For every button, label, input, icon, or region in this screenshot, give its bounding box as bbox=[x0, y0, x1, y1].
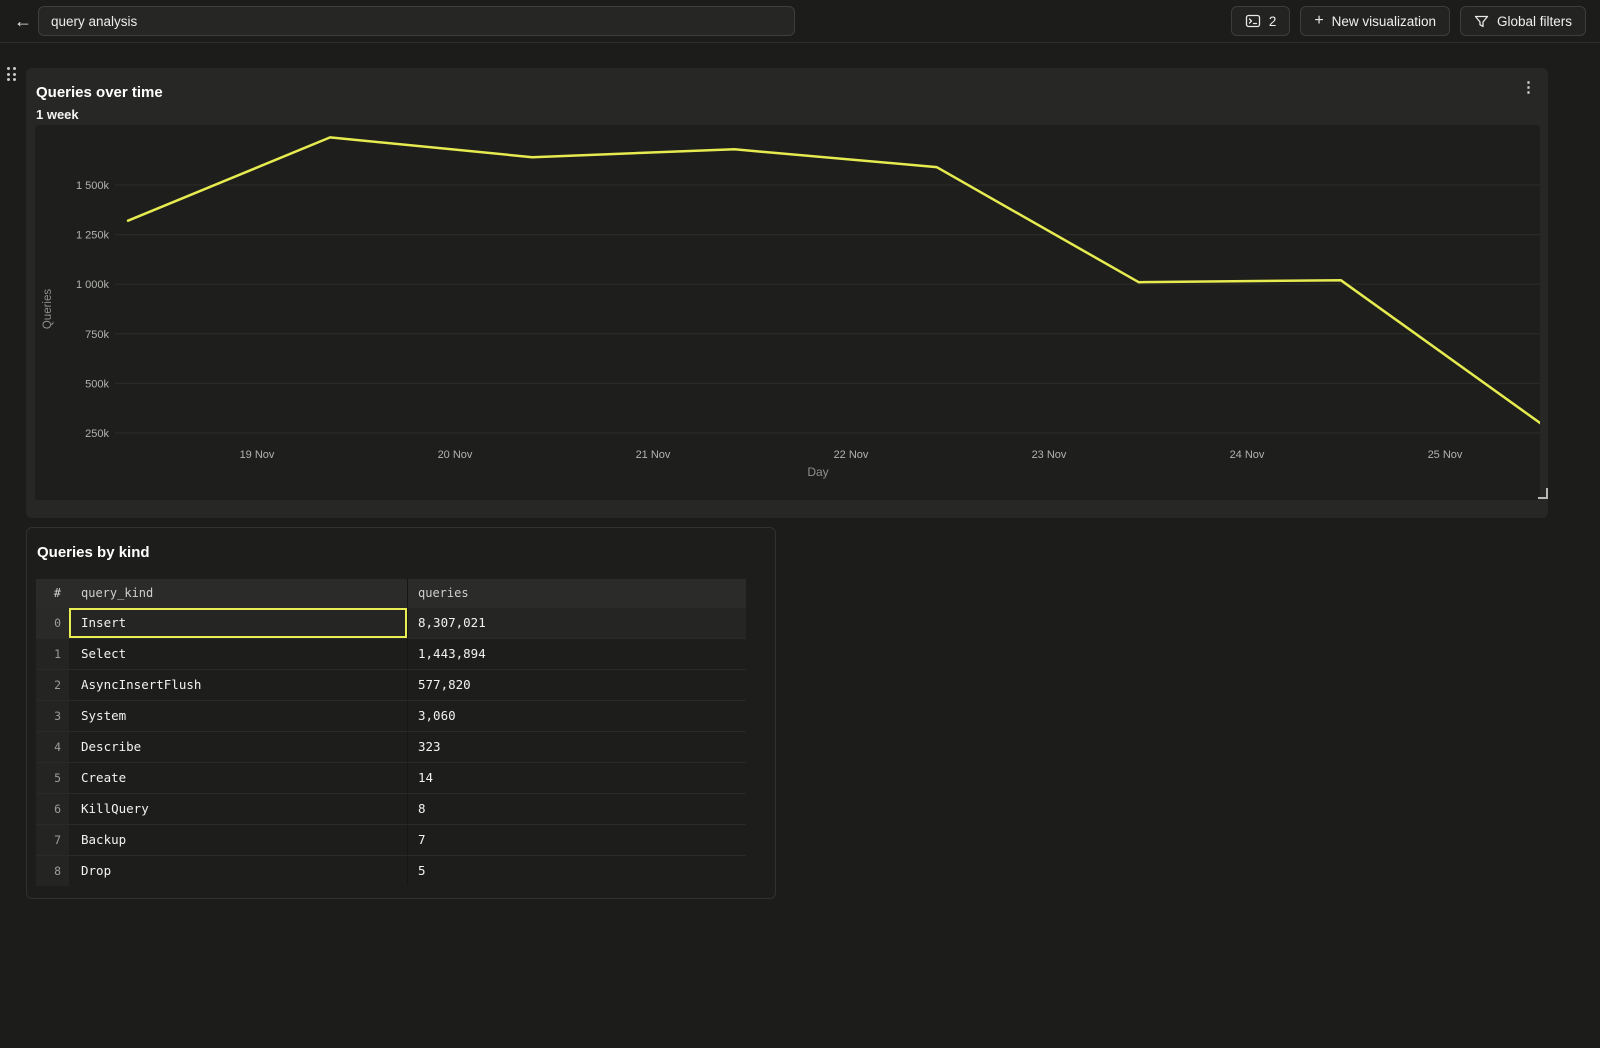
topbar: ← 2 + New visualization Global filters bbox=[0, 0, 1600, 43]
queries-cell[interactable]: 323 bbox=[407, 731, 746, 762]
queries-over-time-chart[interactable]: 250k 500k 750k 1 000k 1 250k 1 500k 19 Nov 20 N… bbox=[35, 125, 1540, 500]
svg-text:22 Nov: 22 Nov bbox=[834, 449, 869, 461]
console-count: 2 bbox=[1268, 13, 1277, 29]
svg-text:250k: 250k bbox=[85, 428, 109, 440]
row-index-cell: 4 bbox=[36, 731, 69, 762]
svg-text:1 250k: 1 250k bbox=[76, 230, 110, 242]
panel-menu-kebab-icon[interactable]: ⋮ bbox=[1521, 79, 1536, 96]
new-visualization-button[interactable]: + New visualization bbox=[1300, 6, 1450, 36]
topbar-actions: 2 + New visualization Global filters bbox=[1230, 6, 1586, 36]
back-arrow-icon[interactable]: ← bbox=[14, 11, 32, 31]
row-index-cell: 7 bbox=[36, 824, 69, 855]
query-kind-cell[interactable]: Create bbox=[69, 762, 407, 793]
console-icon bbox=[1245, 14, 1260, 28]
column-header-query-kind: query_kind bbox=[69, 579, 407, 607]
row-index-cell: 8 bbox=[36, 855, 69, 886]
query-kind-cell[interactable]: AsyncInsertFlush bbox=[69, 669, 407, 700]
row-index-cell: 0 bbox=[36, 607, 69, 638]
svg-text:25 Nov: 25 Nov bbox=[1428, 449, 1463, 461]
query-kind-cell[interactable]: Describe bbox=[69, 731, 407, 762]
query-kind-cell[interactable]: Drop bbox=[69, 855, 407, 886]
query-kind-cell[interactable]: KillQuery bbox=[69, 793, 407, 824]
svg-text:Queries: Queries bbox=[42, 289, 54, 330]
query-kind-cell[interactable]: System bbox=[69, 700, 407, 731]
queries-by-kind-table: # query_kind queries 0 Insert 8,307,021 1 Se… bbox=[36, 579, 746, 886]
svg-text:1 500k: 1 500k bbox=[76, 180, 110, 192]
table-title: Queries by kind bbox=[37, 544, 150, 561]
row-index-cell: 6 bbox=[36, 793, 69, 824]
svg-text:500k: 500k bbox=[85, 378, 109, 390]
queries-cell[interactable]: 3,060 bbox=[407, 700, 746, 731]
chart-title: Queries over time bbox=[36, 84, 163, 101]
dashboard-title-input[interactable] bbox=[38, 6, 795, 36]
column-header-index: # bbox=[36, 579, 69, 607]
query-kind-cell[interactable]: Select bbox=[69, 638, 407, 669]
svg-text:1 000k: 1 000k bbox=[76, 279, 110, 291]
chart-subtitle: 1 week bbox=[36, 107, 79, 122]
column-header-queries: queries bbox=[407, 579, 746, 607]
svg-text:23 Nov: 23 Nov bbox=[1032, 449, 1067, 461]
row-index-cell: 3 bbox=[36, 700, 69, 731]
queries-cell[interactable]: 5 bbox=[407, 855, 746, 886]
chart-panel: Queries over time 1 week ⋮ 250k 500k 750k 1… bbox=[26, 68, 1548, 518]
global-filters-button[interactable]: Global filters bbox=[1459, 6, 1586, 36]
queries-cell[interactable]: 1,443,894 bbox=[407, 638, 746, 669]
table-panel: Queries by kind # query_kind queries 0 In… bbox=[26, 527, 776, 899]
svg-text:21 Nov: 21 Nov bbox=[636, 449, 671, 461]
panel-drag-handle-icon[interactable] bbox=[7, 67, 16, 81]
new-visualization-label: New visualization bbox=[1331, 13, 1436, 29]
query-kind-cell[interactable]: Backup bbox=[69, 824, 407, 855]
svg-text:Day: Day bbox=[807, 465, 828, 479]
plus-icon: + bbox=[1314, 11, 1324, 29]
row-index-cell: 2 bbox=[36, 669, 69, 700]
svg-text:24 Nov: 24 Nov bbox=[1230, 449, 1265, 461]
global-filters-label: Global filters bbox=[1496, 13, 1572, 29]
row-index-cell: 5 bbox=[36, 762, 69, 793]
svg-text:19 Nov: 19 Nov bbox=[240, 449, 275, 461]
row-index-cell: 1 bbox=[36, 638, 69, 669]
query-kind-cell[interactable]: Insert bbox=[69, 607, 407, 638]
queries-cell[interactable]: 8 bbox=[407, 793, 746, 824]
console-count-button[interactable]: 2 bbox=[1230, 6, 1291, 36]
svg-text:750k: 750k bbox=[85, 329, 109, 341]
svg-text:20 Nov: 20 Nov bbox=[438, 449, 473, 461]
panel-resize-handle-icon[interactable] bbox=[1538, 488, 1548, 499]
queries-cell[interactable]: 14 bbox=[407, 762, 746, 793]
queries-cell[interactable]: 577,820 bbox=[407, 669, 746, 700]
filter-funnel-icon bbox=[1474, 15, 1489, 27]
queries-cell[interactable]: 7 bbox=[407, 824, 746, 855]
queries-cell[interactable]: 8,307,021 bbox=[407, 607, 746, 638]
